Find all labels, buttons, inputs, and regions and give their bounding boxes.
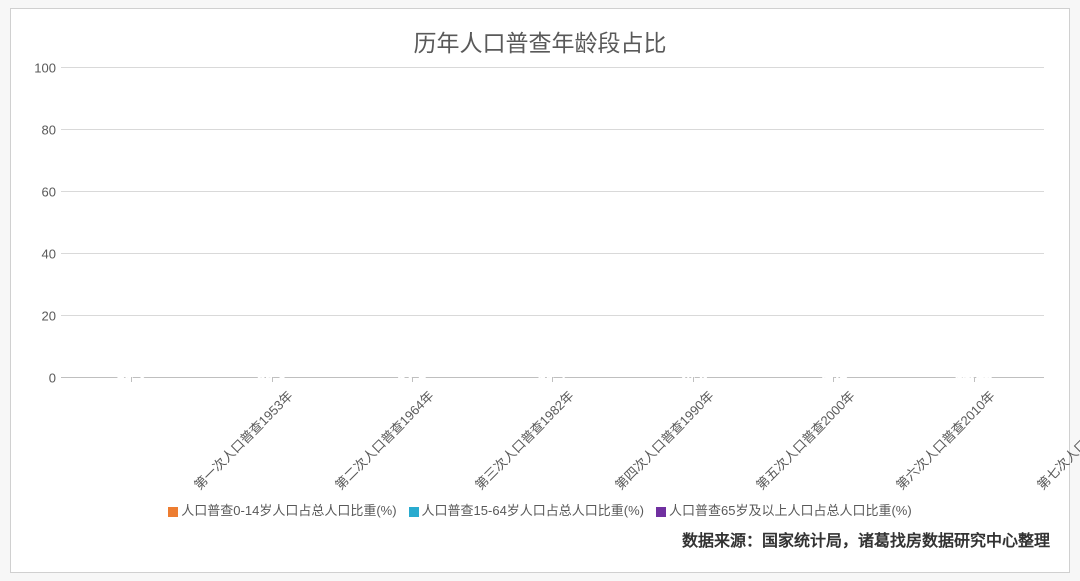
x-tick-mark	[833, 377, 834, 382]
x-axis-label-text: 第七次人口普查2021年	[1013, 386, 1080, 513]
x-axis-label: 第二次人口普查1964年	[201, 378, 341, 498]
legend-item: 人口普查65岁及以上人口占总人口比重(%)	[656, 500, 912, 519]
x-tick-mark	[272, 377, 273, 382]
y-tick-label: 0	[26, 371, 56, 386]
chart-container: 历年人口普查年龄段占比 020406080100 36.359.34.440.7…	[10, 8, 1070, 573]
x-tick-mark	[552, 377, 553, 382]
data-source: 数据来源：国家统计局，诸葛找房数据研究中心整理	[26, 527, 1054, 551]
legend-swatch	[656, 507, 666, 517]
x-axis-label: 第六次人口普查2010年	[763, 378, 903, 498]
x-tick-mark	[131, 377, 132, 382]
y-tick-label: 40	[26, 247, 56, 262]
grid-line	[61, 67, 1044, 68]
x-tick-mark	[412, 377, 413, 382]
bar-group: 36.359.34.4	[61, 68, 201, 378]
legend-label: 人口普查0-14岁人口占总人口比重(%)	[181, 503, 396, 518]
x-axis-labels: 第一次人口普查1953年第二次人口普查1964年第三次人口普查1982年第四次人…	[61, 378, 1044, 498]
x-axis-label: 第四次人口普查1990年	[482, 378, 622, 498]
bar-group: 27.766.75.6	[482, 68, 622, 378]
y-tick-label: 20	[26, 309, 56, 324]
y-tick-label: 100	[26, 61, 56, 76]
grid-line	[61, 191, 1044, 192]
y-tick-label: 60	[26, 185, 56, 200]
x-tick-mark	[693, 377, 694, 382]
y-axis: 020406080100	[26, 68, 56, 378]
grid-line	[61, 129, 1044, 130]
legend-swatch	[168, 507, 178, 517]
x-axis-label: 第三次人口普查1982年	[342, 378, 482, 498]
x-axis-label: 第一次人口普查1953年	[61, 378, 201, 498]
bar-group: 33.661.54.9	[342, 68, 482, 378]
grid-line	[61, 315, 1044, 316]
bar-group: 22.970.27	[623, 68, 763, 378]
legend-label: 人口普查65岁及以上人口占总人口比重(%)	[669, 503, 912, 518]
chart-title: 历年人口普查年龄段占比	[26, 24, 1054, 58]
grid-line	[61, 253, 1044, 254]
bars-area: 36.359.34.440.755.83.633.661.54.927.766.…	[61, 68, 1044, 378]
x-tick-mark	[974, 377, 975, 382]
bar-group: 16.674.58.9	[763, 68, 903, 378]
x-axis-label: 第五次人口普查2000年	[623, 378, 763, 498]
plot-area: 020406080100 36.359.34.440.755.83.633.66…	[61, 68, 1044, 378]
y-tick-label: 80	[26, 123, 56, 138]
legend-item: 人口普查0-14岁人口占总人口比重(%)	[168, 500, 396, 519]
legend-swatch	[409, 507, 419, 517]
bar-group: 17.9568.6513.5	[904, 68, 1044, 378]
bar-group: 40.755.83.6	[201, 68, 341, 378]
x-axis-label: 第七次人口普查2021年	[904, 378, 1044, 498]
